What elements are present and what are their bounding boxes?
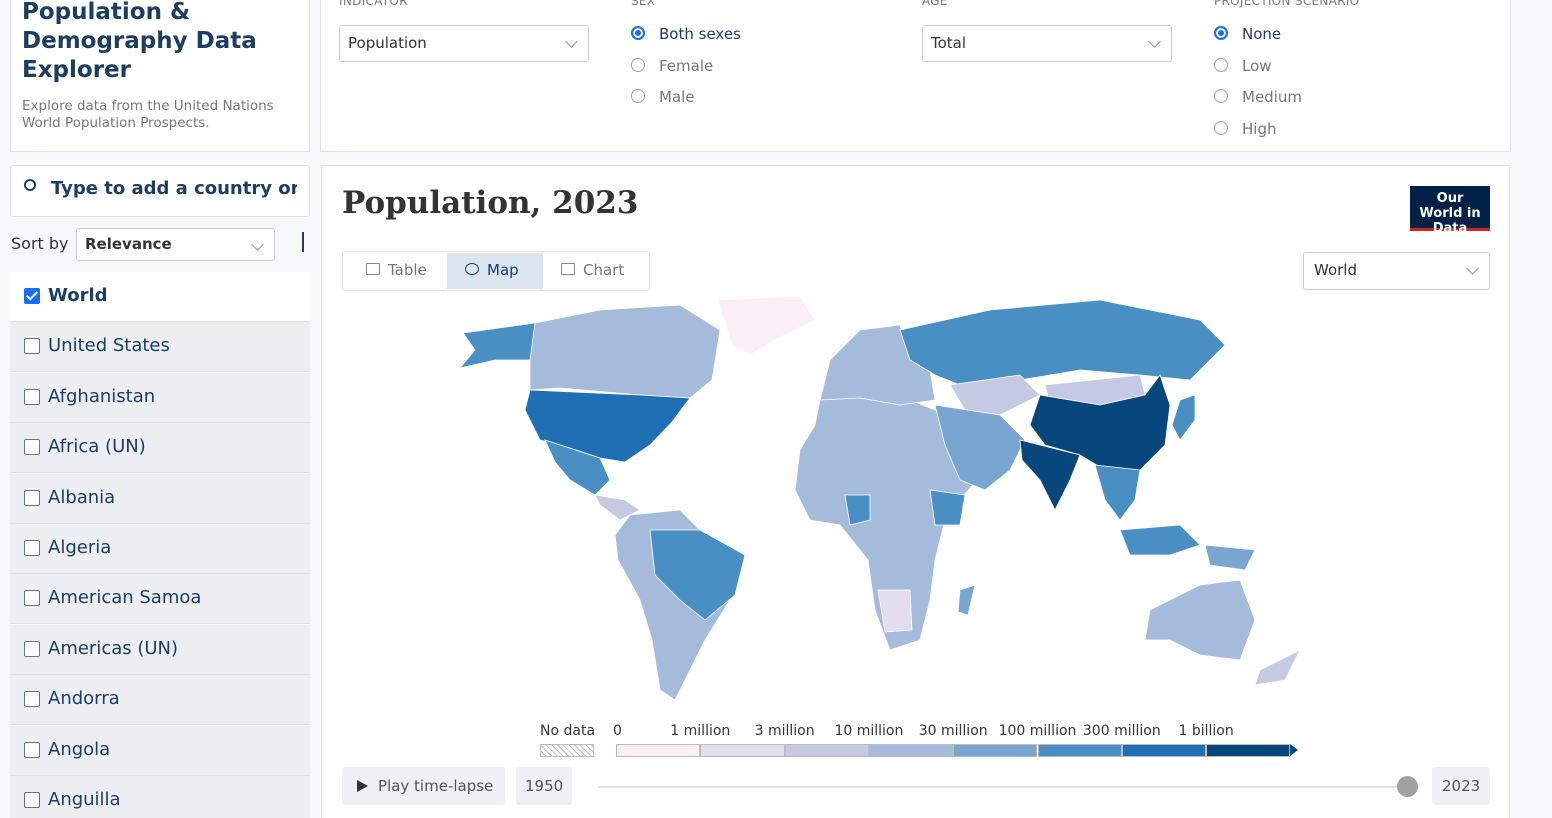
tab-icon — [561, 263, 575, 275]
view-tab[interactable]: Chart — [583, 261, 625, 279]
entity-checkbox[interactable] — [24, 691, 40, 708]
entity-checkbox[interactable] — [24, 540, 40, 556]
sort-icon[interactable] — [288, 232, 304, 252]
legend-bin — [1037, 744, 1122, 757]
entity-row[interactable]: Albania — [10, 473, 310, 524]
start-year[interactable]: 1950 — [516, 767, 572, 805]
timeline-thumb[interactable] — [1397, 776, 1418, 797]
radio-label[interactable]: Male — [659, 88, 695, 107]
radio-button[interactable] — [1214, 89, 1228, 104]
entity-row[interactable]: United States — [10, 322, 310, 373]
legend-label: 300 million — [1082, 723, 1161, 739]
sort-label: Sort by — [11, 234, 69, 253]
entity-row[interactable]: Africa (UN) — [10, 423, 310, 474]
entity-checkbox[interactable] — [24, 439, 40, 456]
radio-label[interactable]: Female — [659, 56, 714, 75]
legend-label: 30 million — [918, 723, 988, 739]
legend-label: 100 million — [998, 723, 1077, 739]
radio-button[interactable] — [631, 89, 645, 104]
view-tab[interactable]: Map — [447, 253, 543, 289]
sort-dropdown[interactable]: Relevance — [76, 228, 275, 261]
controls-card — [320, 0, 1511, 152]
dropdown[interactable]: Total — [922, 25, 1172, 62]
search-box[interactable] — [10, 165, 310, 217]
search-icon — [24, 179, 36, 191]
end-year[interactable]: 2023 — [1432, 767, 1490, 805]
entity-checkbox[interactable] — [24, 388, 40, 405]
radio-button[interactable] — [631, 26, 645, 40]
radio-button[interactable] — [1214, 57, 1228, 72]
legend-bin — [1206, 744, 1291, 757]
entity-checkbox[interactable] — [24, 338, 40, 355]
entity-checkbox[interactable] — [24, 792, 40, 808]
legend-label: 3 million — [754, 723, 815, 739]
legend-label: 0 — [613, 723, 622, 739]
control-label: AGE — [922, 0, 948, 8]
radio-button[interactable] — [1214, 26, 1228, 40]
search-placeholder[interactable]: Type to add a country or region — [51, 178, 297, 199]
entity-row[interactable]: Angola — [10, 725, 310, 776]
app-title: Population & Demography Data Explorer — [22, 0, 257, 83]
world-map — [458, 295, 1301, 701]
radio-label[interactable]: High — [1242, 120, 1277, 139]
legend-bin — [616, 744, 701, 757]
app-subtitle: Explore data from the United Nations Wor… — [22, 98, 274, 131]
radio-button[interactable] — [631, 57, 645, 72]
view-tab[interactable]: Table — [388, 261, 427, 279]
control-label: PROJECTION SCENARIO — [1214, 0, 1360, 8]
entity-row[interactable]: Algeria — [10, 524, 310, 574]
entity-checkbox[interactable] — [24, 741, 40, 758]
radio-label[interactable]: None — [1242, 25, 1282, 43]
tab-icon — [465, 263, 479, 275]
entity-checkbox[interactable] — [24, 640, 40, 657]
entity-checkbox[interactable] — [24, 288, 40, 304]
entity-row[interactable]: Anguilla — [10, 776, 310, 818]
entity-row[interactable]: Afghanistan — [10, 372, 310, 423]
entity-row[interactable]: World — [10, 272, 310, 322]
no-data-swatch — [540, 744, 594, 757]
entity-row[interactable]: American Samoa — [10, 574, 310, 625]
dropdown[interactable]: Population — [339, 25, 589, 62]
tab-icon — [366, 263, 380, 275]
entity-checkbox[interactable] — [24, 489, 40, 506]
legend-label: 10 million — [834, 723, 904, 739]
entity-row[interactable]: Andorra — [10, 675, 310, 726]
radio-label[interactable]: Medium — [1242, 88, 1302, 107]
timeline-track — [598, 786, 1408, 788]
entity-row[interactable]: Americas (UN) — [10, 624, 310, 675]
legend-bin — [700, 744, 785, 757]
legend-label: 1 billion — [1178, 723, 1234, 739]
legend-label: 1 million — [670, 723, 731, 739]
header-card — [10, 0, 310, 152]
region-dropdown[interactable]: World — [1303, 252, 1490, 290]
chart-title: Population, 2023 — [342, 185, 639, 221]
radio-button[interactable] — [1214, 121, 1228, 136]
entity-checkbox[interactable] — [24, 590, 40, 607]
legend-arrow — [1290, 744, 1299, 756]
legend-bin — [868, 744, 954, 757]
radio-label[interactable]: Low — [1242, 56, 1272, 75]
no-data-label: No data — [540, 723, 596, 739]
control-label: INDICATOR — [339, 0, 408, 8]
radio-label[interactable]: Both sexes — [659, 25, 741, 43]
play-icon — [357, 780, 368, 792]
legend-bin — [1121, 744, 1207, 757]
play-button[interactable]: Play time-lapse — [342, 767, 505, 805]
legend-bin — [784, 744, 869, 757]
legend-bin — [953, 744, 1038, 757]
owid-logo: Our World in Data — [1410, 186, 1490, 236]
control-label: SEX — [631, 0, 656, 8]
